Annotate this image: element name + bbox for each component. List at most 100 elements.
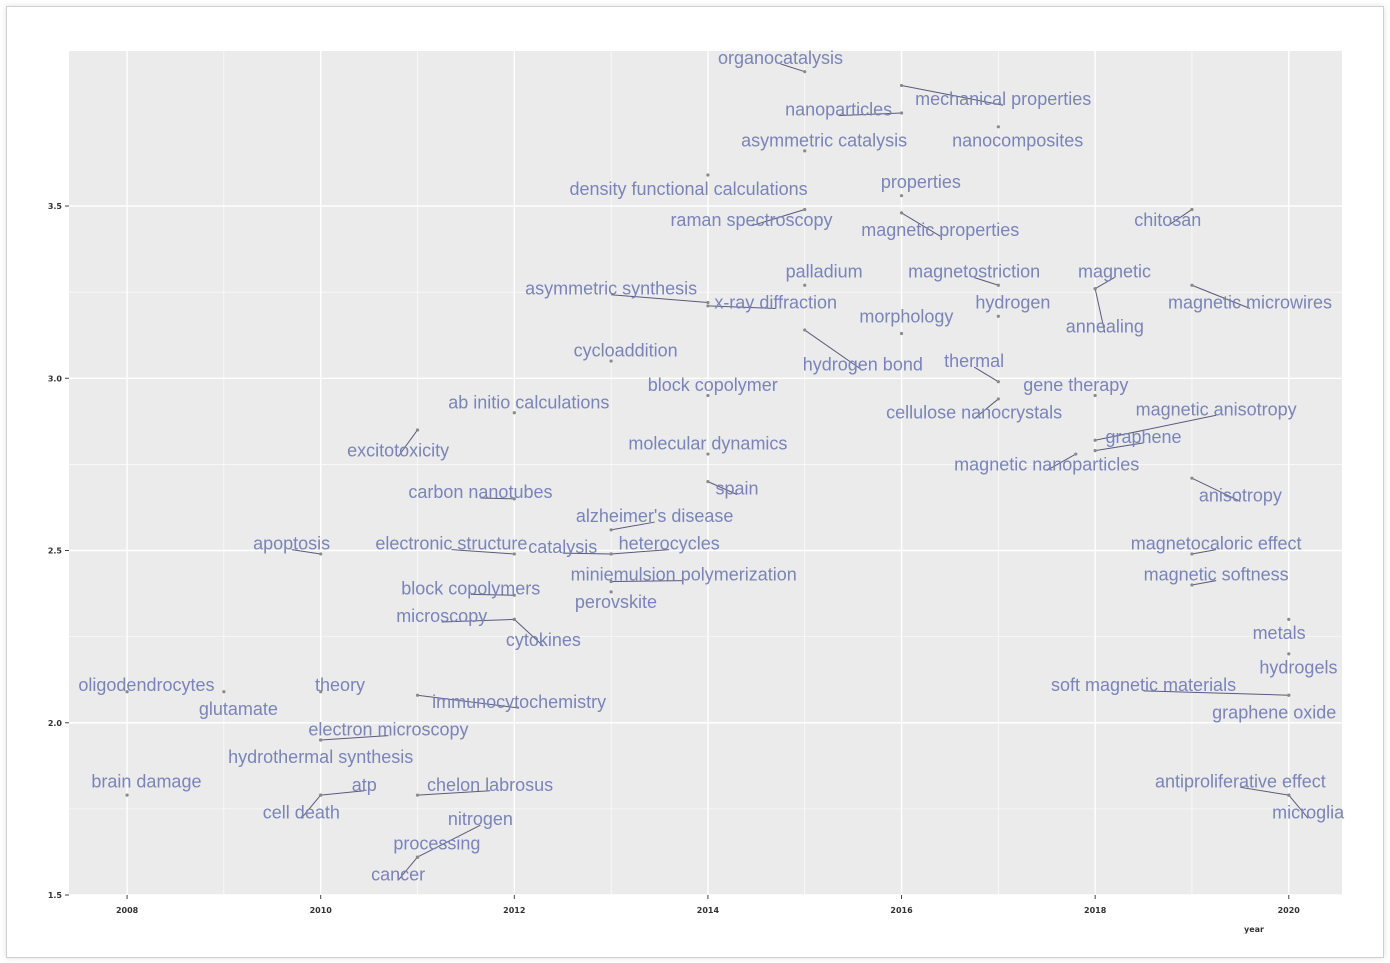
data-label: electron microscopy <box>308 720 468 740</box>
data-label: magnetic <box>1078 261 1151 281</box>
data-point <box>996 283 1000 287</box>
leader-line <box>470 593 515 596</box>
data-point <box>996 380 1000 384</box>
data-point <box>1287 693 1291 697</box>
data-point <box>125 690 129 694</box>
data-label: palladium <box>786 261 863 281</box>
leader-line <box>1191 284 1251 309</box>
data-point <box>319 690 323 694</box>
leader-line <box>397 856 418 881</box>
data-label: excitotoxicity <box>347 441 449 461</box>
data-label: molecular dynamics <box>628 434 787 454</box>
plot-panel <box>69 51 1342 895</box>
grid-minor <box>69 51 1342 895</box>
leader-line <box>611 580 684 583</box>
y-tick-label: 1.5 <box>48 891 63 900</box>
leader-line <box>1191 580 1217 586</box>
leader-line <box>973 276 999 286</box>
data-point <box>1287 652 1291 656</box>
data-label: anisotropy <box>1199 485 1282 505</box>
data-point <box>609 528 613 532</box>
data-label: oligodendrocytes <box>78 675 214 695</box>
data-label: heterocycles <box>619 534 720 554</box>
data-label: chitosan <box>1134 210 1201 230</box>
data-point <box>415 693 420 697</box>
data-label: magnetic softness <box>1144 565 1289 585</box>
x-tick-label: 2014 <box>697 906 720 915</box>
leader-line <box>804 329 864 371</box>
data-label: hydrogen bond <box>803 354 923 374</box>
leader-line <box>320 790 365 796</box>
data-label: cellulose nanocrystals <box>886 403 1062 423</box>
data-point <box>899 331 904 336</box>
leader-lines <box>291 63 1309 881</box>
data-point <box>706 393 710 398</box>
leader-line <box>417 694 520 709</box>
data-point <box>996 125 1000 129</box>
data-point <box>899 111 904 115</box>
leader-line <box>1167 209 1193 227</box>
data-label: perovskite <box>575 592 657 612</box>
data-point <box>996 314 1000 318</box>
leader-line <box>562 552 612 555</box>
data-point <box>1093 393 1097 398</box>
chart-frame: 2008 2010 2012 2014 2016 2018 2020 1.5 2.0 2.5 3.0… <box>6 6 1384 958</box>
data-point <box>415 428 420 432</box>
data-point <box>125 793 129 797</box>
data-label: ab initio calculations <box>448 392 609 412</box>
data-label: processing <box>393 833 480 853</box>
data-label: magnetic anisotropy <box>1136 399 1297 419</box>
data-label: theory <box>315 675 365 695</box>
data-point <box>706 173 710 177</box>
leader-line <box>397 429 418 457</box>
leader-line <box>973 398 999 420</box>
leader-line <box>1191 549 1217 555</box>
leader-line <box>1288 794 1309 819</box>
data-points <box>125 70 1291 859</box>
leader-line <box>780 63 805 73</box>
leader-line <box>1191 477 1241 502</box>
data-point <box>803 70 807 74</box>
leader-line <box>611 294 708 303</box>
data-point <box>512 593 516 597</box>
y-tick-label: 3.0 <box>48 374 63 383</box>
data-point <box>706 480 710 484</box>
data-label: antiproliferative effect <box>1155 771 1326 791</box>
x-axis-label: year <box>1244 925 1264 934</box>
data-point <box>1190 552 1194 556</box>
x-tick-label: 2018 <box>1084 906 1107 915</box>
x-tick-label: 2020 <box>1278 906 1301 915</box>
data-point <box>512 411 516 415</box>
data-label: alzheimer's disease <box>576 506 734 526</box>
data-point <box>706 304 710 308</box>
leader-line <box>838 112 902 117</box>
data-label: cancer <box>371 864 425 884</box>
data-point <box>706 300 710 305</box>
data-point <box>996 397 1000 401</box>
leader-line <box>751 208 805 227</box>
data-label: asymmetric catalysis <box>741 131 907 151</box>
data-label: density functional calculations <box>569 179 807 199</box>
data-point <box>1287 793 1291 797</box>
data-point <box>1190 207 1194 212</box>
leader-line <box>1095 414 1217 441</box>
leader-line <box>417 790 491 796</box>
data-label: hydrogen <box>975 292 1050 312</box>
data-label: nitrogen <box>448 809 513 829</box>
axis-ticks: 2008 2010 2012 2014 2016 2018 2020 1.5 2.0 2.5 3.0… <box>48 202 1300 915</box>
leader-line <box>1094 277 1115 290</box>
leader-line <box>513 619 544 647</box>
data-point <box>899 211 904 215</box>
data-point <box>1093 449 1097 453</box>
leader-line <box>320 735 389 741</box>
data-point <box>803 149 807 153</box>
leader-line <box>611 521 655 531</box>
leader-line <box>707 305 776 309</box>
data-point <box>512 617 516 622</box>
data-label: asymmetric synthesis <box>525 279 697 299</box>
data-point <box>1190 583 1194 587</box>
leader-line <box>901 84 1004 106</box>
y-tick-label: 3.5 <box>48 202 63 211</box>
data-label: graphene <box>1106 427 1182 447</box>
data-label: x-ray diffraction <box>714 292 837 312</box>
